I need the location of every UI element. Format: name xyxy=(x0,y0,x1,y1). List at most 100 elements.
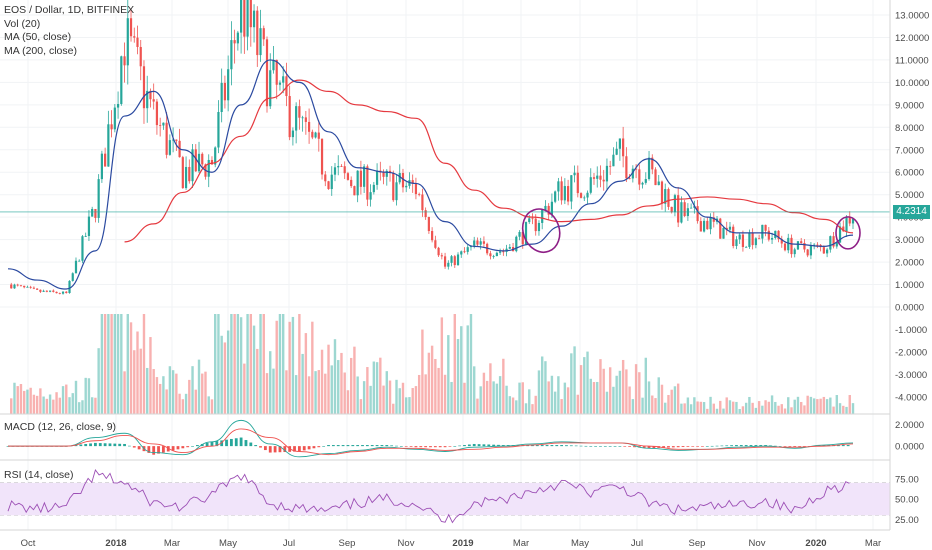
candle-body xyxy=(566,186,570,202)
volume-bar xyxy=(90,397,94,414)
volume-bar xyxy=(832,406,835,414)
macd-bar xyxy=(686,446,690,447)
volume-bar xyxy=(103,314,107,414)
volume-bar xyxy=(84,377,87,414)
volume-bar xyxy=(58,397,62,414)
volume-bar xyxy=(207,396,210,414)
ma200-legend[interactable]: MA (200, close) xyxy=(4,44,77,57)
macd-bar xyxy=(778,446,782,447)
candle-body xyxy=(359,170,362,187)
vol-legend[interactable]: Vol (20) xyxy=(4,17,41,30)
rsi-pane-label[interactable]: RSI (14, close) xyxy=(4,469,74,481)
volume-bar xyxy=(26,389,29,414)
candle-body xyxy=(372,184,375,193)
volume-bar xyxy=(22,390,26,414)
volume-bar xyxy=(787,397,790,414)
macd-bar xyxy=(259,446,262,448)
macd-bar xyxy=(171,446,175,451)
macd-bar xyxy=(725,445,729,447)
macd-bar xyxy=(735,445,738,447)
macd-bar xyxy=(545,445,549,447)
volume-bar xyxy=(744,402,748,414)
candle-body xyxy=(537,222,541,232)
candles xyxy=(10,0,855,295)
volume-bar xyxy=(683,403,686,414)
x-tick-label: Mar xyxy=(865,538,881,549)
volume-bar xyxy=(233,314,236,414)
ma50-line xyxy=(7,59,854,290)
candle-body xyxy=(353,186,356,196)
volume-bar xyxy=(748,396,751,414)
volume-bar xyxy=(812,398,816,414)
volume-bar xyxy=(275,320,278,414)
ma50-legend[interactable]: MA (50, close) xyxy=(4,31,72,43)
volume-bar xyxy=(359,399,363,414)
volume-bar xyxy=(68,397,71,414)
volume-bar xyxy=(712,403,715,414)
volume-bar xyxy=(476,398,479,414)
macd-bar xyxy=(749,445,753,447)
candle-body xyxy=(282,76,285,83)
volume-bar xyxy=(110,314,113,414)
macd-bar xyxy=(497,444,500,447)
y-tick-label: -3.0000 xyxy=(895,370,927,381)
volume-bar xyxy=(790,407,793,414)
volume-bar xyxy=(673,386,677,414)
volume-bar xyxy=(210,399,214,414)
y-axis-ticks: 13.0000 12.0000 11.0000 10.0000 9.0000 8.0000… xyxy=(895,11,929,526)
volume-bar xyxy=(188,379,191,414)
candle-body xyxy=(835,242,838,247)
macd-bar xyxy=(730,445,733,447)
candle-body xyxy=(534,218,537,232)
volume-bar xyxy=(518,382,521,414)
candle-body xyxy=(644,179,647,183)
volume-bar xyxy=(557,376,560,414)
volume-bar xyxy=(693,397,696,414)
volume-bar xyxy=(424,374,427,414)
volume-bar xyxy=(369,385,372,414)
macd-bar xyxy=(302,446,306,451)
volume-bar xyxy=(366,367,369,414)
macd-bar xyxy=(535,445,539,447)
macd-bar xyxy=(297,446,301,452)
macd-bar xyxy=(565,445,568,447)
candle-body xyxy=(787,237,790,251)
candle-body xyxy=(414,183,418,195)
macd-bar xyxy=(603,446,607,447)
volume-bar xyxy=(217,314,220,414)
volume-bar xyxy=(651,395,654,414)
candle-body xyxy=(307,121,311,132)
candle-body xyxy=(16,284,19,286)
macd-bar xyxy=(662,446,666,448)
candle-body xyxy=(317,132,320,139)
x-tick-label: Mar xyxy=(513,538,529,549)
symbol-title[interactable]: EOS / Dollar, 1D, BITFINEX xyxy=(4,4,135,16)
y-tick-label: 50.00 xyxy=(895,495,919,506)
volume-bar xyxy=(252,325,256,414)
candle-body xyxy=(719,218,722,239)
candle-body xyxy=(660,181,664,204)
x-tick-label: Mar xyxy=(164,538,180,549)
candle-body xyxy=(74,260,78,274)
volume-bar xyxy=(621,359,625,414)
volume-bar xyxy=(81,400,84,414)
y-tick-label: 6.0000 xyxy=(895,168,924,179)
volume-bar xyxy=(657,377,660,414)
x-tick-label: Nov xyxy=(398,538,415,549)
candle-body xyxy=(291,130,295,138)
volume-bar xyxy=(330,365,333,414)
candle-body xyxy=(162,122,165,126)
candle-body xyxy=(262,28,265,40)
macd-bar xyxy=(346,445,350,447)
volume-bar xyxy=(482,372,486,414)
candle-body xyxy=(502,251,505,253)
candle-body xyxy=(586,192,589,198)
y-tick-label: -1.0000 xyxy=(895,325,927,336)
volume-bar xyxy=(97,348,100,414)
volume-bar xyxy=(311,321,314,414)
macd-bar xyxy=(278,446,282,453)
candle-body xyxy=(845,217,848,232)
candle-body xyxy=(456,254,460,266)
macd-pane-label[interactable]: MACD (12, 26, close, 9) xyxy=(4,421,117,433)
y-tick-label: 8.0000 xyxy=(895,123,924,134)
